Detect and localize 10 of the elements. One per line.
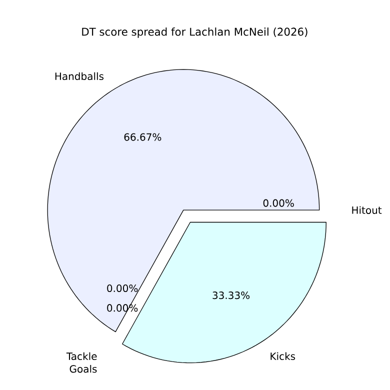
slice-label: Handballs — [55, 72, 104, 80]
data-label: 33.33% — [212, 292, 250, 300]
category-label: Goals — [70, 364, 97, 373]
slice-label: Kicks — [270, 352, 296, 360]
category-label: Tackle — [66, 352, 97, 360]
text: 0.00% — [263, 199, 294, 207]
text: 0.00% — [107, 284, 138, 292]
chart-title: DT score spread for Lachlan McNeil (2026) — [82, 28, 308, 38]
data-label: 66.67% — [124, 133, 162, 141]
category-label: Hitout — [352, 206, 382, 214]
